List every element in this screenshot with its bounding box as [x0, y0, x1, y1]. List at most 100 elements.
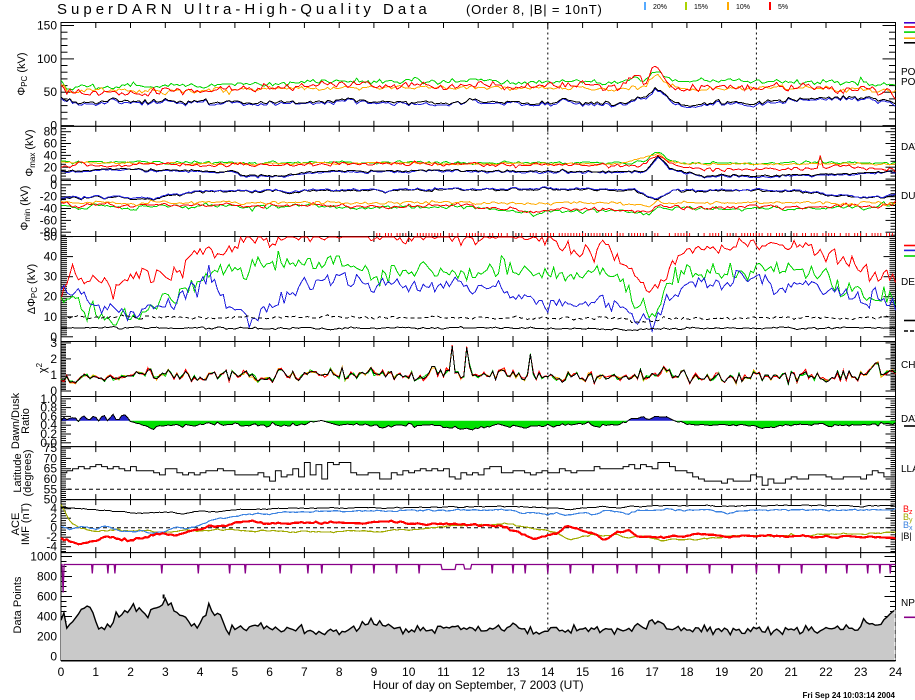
svg-text:DUSK: DUSK [901, 191, 915, 202]
svg-text:50: 50 [44, 493, 58, 507]
svg-text:20: 20 [750, 665, 764, 679]
svg-text:0: 0 [58, 665, 65, 679]
svg-text:(Order 8, |B| = 10nT): (Order 8, |B| = 10nT) [466, 2, 603, 17]
svg-text:CHI: CHI [901, 360, 915, 371]
svg-text:POT: POT [901, 77, 915, 88]
svg-text:50: 50 [44, 230, 58, 244]
svg-text:12: 12 [472, 665, 486, 679]
svg-text:60: 60 [44, 472, 58, 486]
svg-text:60: 60 [44, 137, 58, 151]
svg-text:ACE: ACE [10, 513, 22, 536]
svg-text:0: 0 [50, 330, 57, 344]
svg-text:0.6: 0.6 [40, 409, 57, 423]
svg-text:Fri Sep 24 10:03:14 2004: Fri Sep 24 10:03:14 2004 [802, 691, 895, 700]
svg-text:By: By [903, 512, 913, 524]
svg-text:800: 800 [37, 570, 57, 584]
svg-text:-2: -2 [46, 530, 57, 544]
svg-text:40: 40 [44, 148, 58, 162]
svg-text:POT: POT [901, 67, 915, 78]
svg-text:23: 23 [854, 665, 868, 679]
svg-text:10: 10 [44, 310, 58, 324]
svg-text:DAWN: DAWN [901, 142, 915, 153]
svg-text:30: 30 [44, 270, 58, 284]
svg-text:0.0: 0.0 [40, 436, 57, 450]
svg-text:0: 0 [50, 650, 57, 664]
svg-text:15: 15 [576, 665, 590, 679]
svg-text:DAWN: DAWN [901, 414, 915, 425]
svg-text:2: 2 [50, 511, 57, 525]
svg-text:19: 19 [715, 665, 729, 679]
svg-text:75: 75 [44, 441, 58, 455]
svg-text:4: 4 [197, 665, 204, 679]
svg-text:5: 5 [232, 665, 239, 679]
svg-text:Φmin (kV): Φmin (kV) [19, 186, 32, 231]
svg-text:11: 11 [437, 665, 450, 679]
svg-text:0: 0 [50, 178, 57, 192]
svg-text:50: 50 [44, 85, 58, 99]
svg-text:65: 65 [44, 462, 58, 476]
svg-text:Bz: Bz [903, 504, 913, 516]
svg-text:-4: -4 [46, 540, 57, 554]
svg-text:-20: -20 [40, 190, 58, 204]
svg-text:22: 22 [819, 665, 833, 679]
svg-text:χ2: χ2 [35, 362, 49, 373]
svg-text:Ratio: Ratio [20, 408, 32, 434]
svg-text:6: 6 [266, 665, 273, 679]
svg-text:1: 1 [92, 665, 99, 679]
svg-text:600: 600 [37, 590, 57, 604]
svg-text:0: 0 [50, 172, 57, 186]
svg-text:NP: NP [901, 598, 915, 609]
svg-text:13: 13 [506, 665, 520, 679]
svg-text:3: 3 [162, 665, 169, 679]
svg-text:40: 40 [44, 250, 58, 264]
svg-text:0: 0 [50, 384, 57, 398]
svg-text:16: 16 [611, 665, 625, 679]
svg-text:100: 100 [37, 52, 57, 66]
svg-text:4: 4 [50, 502, 57, 516]
svg-text:10: 10 [402, 665, 416, 679]
svg-text:80: 80 [44, 125, 58, 139]
svg-text:Dawn/Dusk: Dawn/Dusk [10, 392, 22, 449]
svg-text:2: 2 [127, 665, 134, 679]
svg-text:|B|: |B| [901, 531, 912, 541]
svg-text:-40: -40 [40, 202, 58, 216]
svg-text:14: 14 [541, 665, 555, 679]
svg-text:400: 400 [37, 610, 57, 624]
svg-text:1: 1 [50, 368, 57, 382]
svg-text:20%: 20% [653, 4, 667, 11]
svg-text:Data Points: Data Points [12, 576, 24, 633]
svg-text:150: 150 [37, 19, 57, 33]
svg-text:24: 24 [889, 665, 903, 679]
svg-text:20: 20 [44, 290, 58, 304]
svg-text:-60: -60 [40, 213, 58, 227]
svg-text:SuperDARN Ultra-High-Quality D: SuperDARN Ultra-High-Quality Data [57, 1, 431, 18]
svg-text:0.4: 0.4 [40, 418, 57, 432]
svg-text:0.8: 0.8 [40, 401, 57, 415]
svg-text:ΦPC (kV): ΦPC (kV) [16, 52, 29, 95]
svg-text:21: 21 [785, 665, 799, 679]
svg-text:IMF (nT): IMF (nT) [20, 503, 32, 545]
svg-text:Hour of day on September, 7 20: Hour of day on September, 7 2003 (UT) [373, 678, 584, 692]
svg-text:5%: 5% [778, 4, 788, 11]
svg-text:Latitude: Latitude [12, 453, 24, 492]
svg-text:Bx: Bx [903, 520, 913, 532]
svg-text:18: 18 [680, 665, 694, 679]
svg-text:200: 200 [37, 630, 57, 644]
svg-text:70: 70 [44, 451, 58, 465]
svg-text:Φmax (kV): Φmax (kV) [24, 129, 37, 176]
svg-text:2: 2 [50, 352, 57, 366]
svg-text:8: 8 [336, 665, 343, 679]
svg-text:-80: -80 [40, 225, 58, 239]
svg-text:ΔΦPC (kV): ΔΦPC (kV) [26, 264, 39, 314]
svg-text:0: 0 [50, 521, 57, 535]
svg-text:10%: 10% [736, 4, 750, 11]
svg-text:15%: 15% [694, 4, 708, 11]
svg-text:(degrees): (degrees) [22, 449, 34, 496]
svg-text:17: 17 [645, 665, 659, 679]
svg-text:0.2: 0.2 [40, 427, 57, 441]
svg-text:LLA: LLA [901, 464, 915, 475]
svg-text:20: 20 [44, 160, 58, 174]
svg-text:7: 7 [301, 665, 308, 679]
svg-text:1.0: 1.0 [40, 392, 57, 406]
svg-text:DEL: DEL [901, 277, 915, 288]
